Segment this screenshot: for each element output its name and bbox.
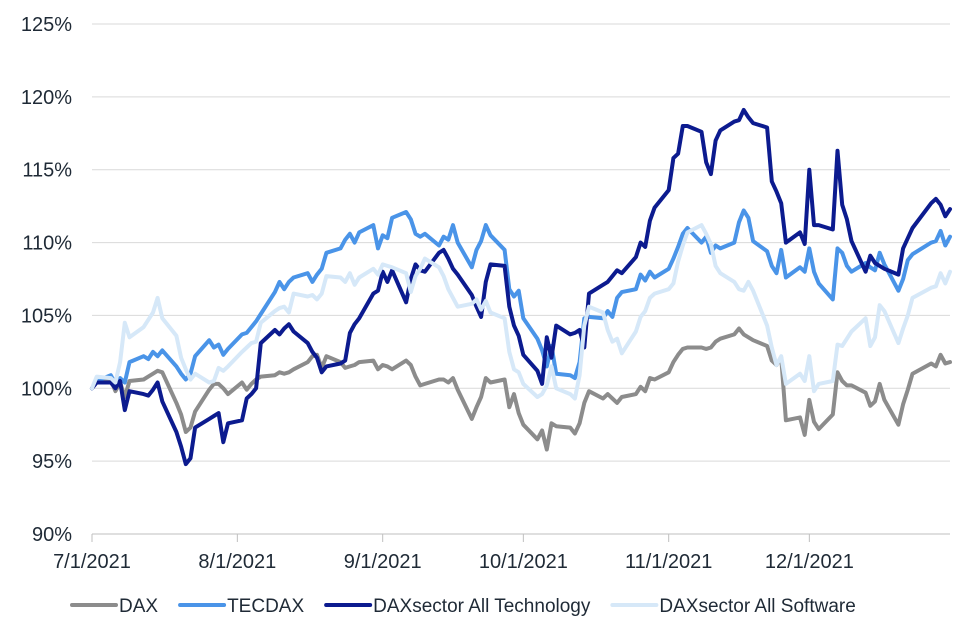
y-axis-ticks: 90% 95% 100% 105% 110% 115% 120% 125% [21, 14, 72, 546]
x-tick-label: 9/1/2021 [344, 551, 422, 573]
legend-item-tecdax: TECDAX [178, 596, 304, 617]
y-tick-label: 125% [21, 14, 72, 36]
x-tick-label: 8/1/2021 [198, 551, 276, 573]
x-tick-label: 10/1/2021 [479, 551, 568, 573]
series-line-dax [90, 326, 952, 452]
x-tick-label: 12/1/2021 [765, 551, 854, 573]
y-tick-label: 90% [32, 524, 72, 546]
x-axis-ticks: 7/1/2021 8/1/2021 9/1/2021 10/1/2021 11/1/20… [53, 534, 854, 573]
legend-item-daxsector-all-technology: DAXsector All Technology [324, 596, 591, 617]
series-line-tecdax [90, 208, 952, 391]
legend: DAX TECDAX DAXsector All Technology DAXsect… [70, 596, 856, 617]
legend-item-daxsector-all-software: DAXsector All Software [610, 596, 856, 617]
legend-label: DAXsector All Technology [373, 596, 591, 617]
x-tick-label: 7/1/2021 [53, 551, 131, 573]
y-tick-label: 95% [32, 451, 72, 473]
legend-label: TECDAX [227, 596, 304, 617]
y-tick-label: 105% [21, 305, 72, 327]
legend-item-dax: DAX [70, 596, 158, 617]
series-lines [90, 108, 952, 467]
series-line-daxsector-all-software [90, 223, 952, 401]
y-tick-label: 115% [22, 160, 72, 182]
series-line-daxsector-all-technology [90, 108, 952, 467]
x-tick-label: 11/1/2021 [625, 551, 713, 573]
y-tick-label: 100% [21, 378, 72, 400]
y-tick-label: 110% [22, 233, 72, 255]
legend-label: DAXsector All Software [659, 596, 855, 617]
legend-label: DAX [119, 596, 158, 617]
y-tick-label: 120% [21, 87, 72, 109]
gridlines [92, 23, 950, 462]
